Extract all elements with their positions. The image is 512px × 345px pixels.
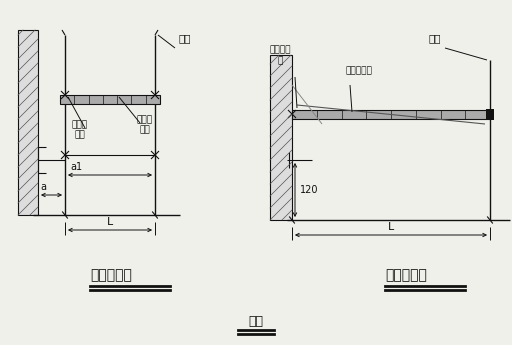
- Bar: [292, 110, 490, 119]
- Bar: [60, 95, 160, 104]
- Text: a: a: [40, 182, 46, 192]
- Text: 横向水平
杆: 横向水平 杆: [269, 46, 291, 65]
- Text: 立杆: 立杆: [429, 33, 441, 43]
- Bar: [270, 55, 292, 220]
- Bar: [486, 109, 494, 120]
- Text: L: L: [107, 217, 113, 227]
- Text: 双排脚手架: 双排脚手架: [90, 268, 132, 282]
- Text: 单排脚手架: 单排脚手架: [385, 268, 427, 282]
- Text: 120: 120: [300, 185, 318, 195]
- Text: 横向水
平杆: 横向水 平杆: [72, 120, 88, 139]
- Text: 图一: 图一: [248, 315, 264, 328]
- Text: 纵向水
平杆: 纵向水 平杆: [137, 115, 153, 135]
- Text: 立杆: 立杆: [179, 33, 191, 43]
- Text: L: L: [388, 222, 394, 232]
- Bar: [18, 30, 38, 215]
- Text: 纵向水平杆: 纵向水平杆: [345, 66, 372, 75]
- Text: a1: a1: [70, 162, 82, 172]
